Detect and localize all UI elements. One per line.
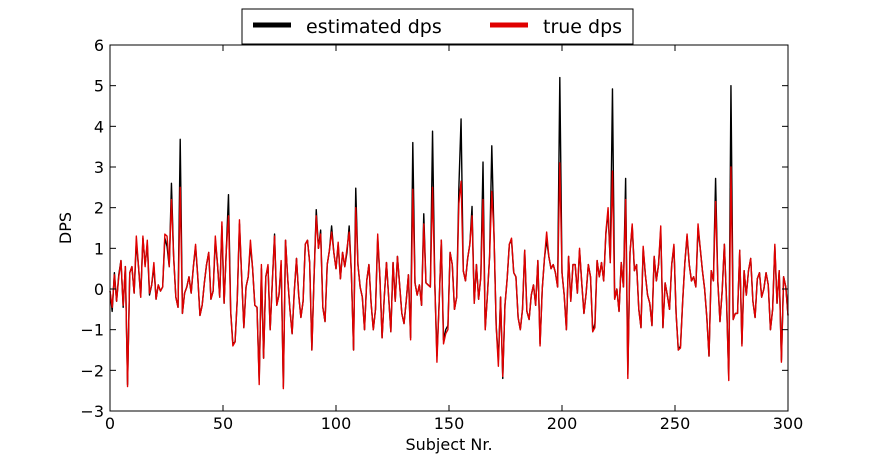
- series-true-dps: [109, 162, 789, 390]
- y-tick-label: −3: [80, 402, 104, 421]
- y-tick-label: 2: [94, 199, 104, 218]
- y-tick-label: 0: [94, 280, 104, 299]
- y-tick-label: 5: [94, 77, 104, 96]
- legend: estimated dps true dps: [241, 8, 634, 45]
- x-tick-label: 0: [105, 414, 115, 433]
- y-tick-label: −1: [80, 321, 104, 340]
- legend-frame: [241, 8, 634, 45]
- legend-label-true-dps: true dps: [543, 16, 622, 38]
- y-tick-label: −2: [80, 361, 104, 380]
- tick-layer: 0 50 100 150 200 250 300 −3 −2 −1 0 1 2 3 4 5 6: [80, 36, 803, 433]
- y-axis-label: DPS: [56, 212, 75, 244]
- y-tick-label: 1: [94, 239, 104, 258]
- x-tick-label: 300: [773, 414, 804, 433]
- x-tick-label: 250: [660, 414, 691, 433]
- series-line-true-dps: [109, 162, 789, 390]
- y-tick-label: 4: [94, 117, 104, 136]
- x-tick-label: 150: [434, 414, 465, 433]
- x-tick-label: 50: [213, 414, 233, 433]
- y-tick-label: 6: [94, 36, 104, 55]
- x-tick-label: 200: [547, 414, 578, 433]
- series-layer: [109, 76, 789, 390]
- x-tick-label: 100: [321, 414, 352, 433]
- x-axis-label: Subject Nr.: [405, 435, 492, 454]
- legend-label-estimated-dps: estimated dps: [306, 16, 442, 38]
- y-tick-label: 3: [94, 158, 104, 177]
